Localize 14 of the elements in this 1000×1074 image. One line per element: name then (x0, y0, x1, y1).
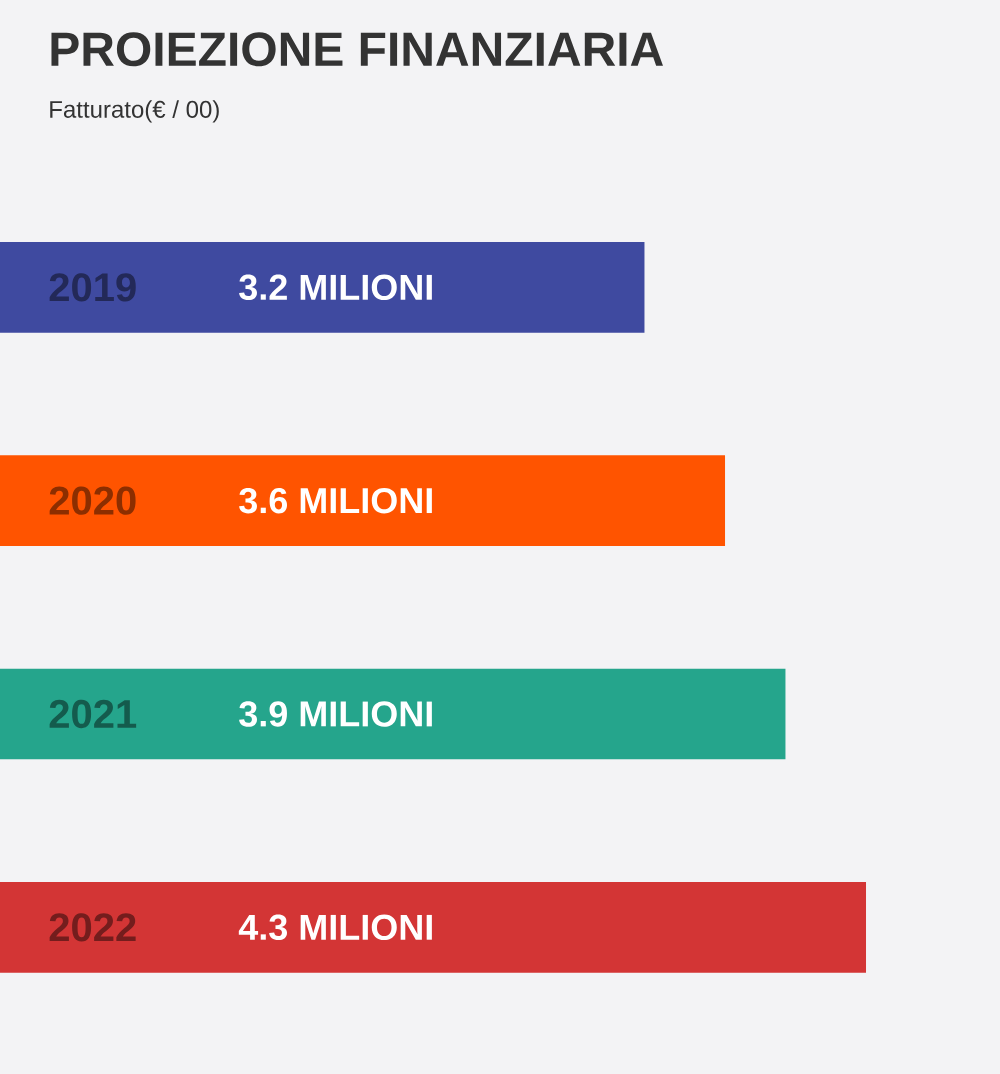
bar (0, 882, 867, 973)
bar (0, 455, 726, 546)
data-label: 3.6 MILIONI (239, 487, 432, 514)
chart-title: PROIEZIONE FINANZIARIA (51, 32, 663, 67)
y-tick-label: 2019 (49, 273, 136, 302)
bar (0, 242, 645, 333)
y-tick-label: 2022 (49, 913, 136, 942)
chart-subtitle: Fatturato(€ / 00) (50, 100, 219, 123)
bar (0, 668, 786, 760)
data-label: 4.3 MILIONI (238, 914, 432, 941)
y-tick-label: 2020 (49, 486, 136, 515)
data-label: 3.9 MILIONI (239, 701, 432, 727)
y-tick-label: 2021 (49, 699, 137, 729)
data-label: 3.2 MILIONI (239, 274, 432, 301)
